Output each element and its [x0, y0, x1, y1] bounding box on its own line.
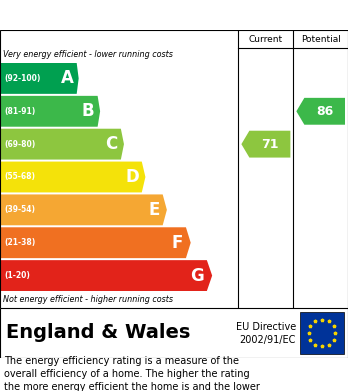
Text: (92-100): (92-100): [4, 74, 40, 83]
Text: (69-80): (69-80): [4, 140, 35, 149]
Text: 86: 86: [316, 105, 333, 118]
Polygon shape: [0, 227, 191, 258]
Text: Energy Efficiency Rating: Energy Efficiency Rating: [10, 7, 232, 23]
Text: England & Wales: England & Wales: [6, 323, 190, 343]
Text: Not energy efficient - higher running costs: Not energy efficient - higher running co…: [3, 295, 173, 304]
Text: F: F: [172, 234, 183, 252]
Text: The energy efficiency rating is a measure of the
overall efficiency of a home. T: The energy efficiency rating is a measur…: [4, 356, 260, 391]
Polygon shape: [0, 63, 79, 94]
Text: C: C: [105, 135, 118, 153]
Polygon shape: [0, 96, 100, 127]
Text: B: B: [82, 102, 95, 120]
Polygon shape: [0, 161, 145, 192]
Polygon shape: [296, 98, 345, 125]
Text: (81-91): (81-91): [4, 107, 35, 116]
Text: Very energy efficient - lower running costs: Very energy efficient - lower running co…: [3, 50, 173, 59]
Text: E: E: [148, 201, 160, 219]
Text: A: A: [61, 70, 74, 88]
Text: Current: Current: [249, 34, 283, 43]
Polygon shape: [242, 131, 290, 158]
Text: 71: 71: [261, 138, 279, 151]
Polygon shape: [0, 194, 167, 225]
Text: EU Directive: EU Directive: [236, 322, 296, 332]
Text: (39-54): (39-54): [4, 205, 35, 214]
Text: D: D: [125, 168, 139, 186]
Text: 2002/91/EC: 2002/91/EC: [240, 335, 296, 346]
Polygon shape: [0, 260, 212, 291]
Text: (55-68): (55-68): [4, 172, 35, 181]
Bar: [300, 312, 344, 354]
Text: (1-20): (1-20): [4, 271, 30, 280]
Text: (21-38): (21-38): [4, 238, 35, 247]
Text: G: G: [190, 267, 204, 285]
Polygon shape: [0, 129, 124, 160]
Text: Potential: Potential: [301, 34, 341, 43]
